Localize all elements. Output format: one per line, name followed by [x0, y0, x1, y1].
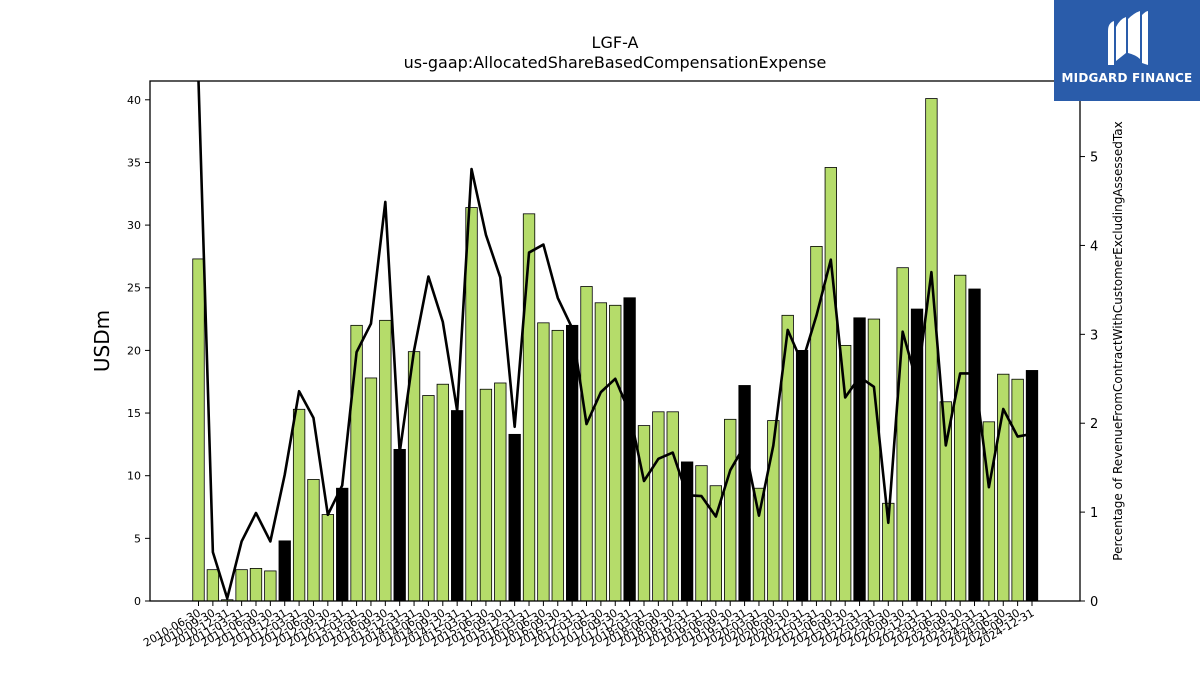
y2-tick-label: 1 — [1090, 506, 1098, 521]
bar-2018-06-30 — [652, 411, 665, 602]
chart-subtitle: us-gaap:AllocatedShareBasedCompensationE… — [404, 53, 827, 72]
bar-2011-12-31 — [278, 540, 291, 602]
bar-2011-03-31 — [235, 569, 248, 602]
bar-2013-12-31 — [393, 448, 406, 602]
y2-tick-label: 2 — [1090, 417, 1098, 432]
bar-2015-12-31 — [508, 433, 521, 602]
y-tick-label: 15 — [127, 407, 141, 420]
y2-axis-label: Percentage of RevenueFromContractWithCus… — [1111, 121, 1125, 560]
bar-2019-03-31 — [695, 465, 708, 602]
bar-2017-03-31 — [580, 286, 593, 602]
bar-2017-09-30 — [609, 304, 622, 602]
bar-2012-03-31 — [292, 408, 306, 602]
bar-2016-06-30 — [537, 322, 550, 602]
brand-logo: MIDGARD FINANCE — [1054, 0, 1200, 101]
y2-tick-label: 4 — [1090, 239, 1098, 254]
midgard-logo-icon — [1108, 11, 1148, 65]
y2-tick-label: 3 — [1090, 328, 1098, 343]
bar-2016-12-31 — [565, 324, 579, 602]
y2-axis-ticks: 0 1 2 3 4 5 — [1080, 151, 1098, 610]
y-tick-label: 5 — [134, 532, 141, 545]
bar-2012-12-31 — [336, 487, 349, 602]
bar-2016-09-30 — [551, 329, 564, 602]
bar-2020-12-31 — [795, 349, 809, 602]
ratio-line — [197, 80, 1033, 600]
bar-2015-09-30 — [494, 382, 507, 602]
y2-tick-label: 0 — [1090, 595, 1098, 610]
y-axis-ticks: 0 5 10 15 20 25 30 35 40 — [127, 94, 150, 608]
y-axis-label: USDm — [90, 310, 114, 372]
bar-2015-03-31 — [465, 207, 478, 602]
bar-2011-09-30 — [264, 570, 277, 602]
bar-series — [192, 98, 1039, 602]
bar-2013-09-30 — [379, 319, 392, 602]
bar-2023-09-30 — [954, 274, 967, 602]
bar-2022-03-31 — [867, 318, 881, 602]
bar-2014-12-31 — [451, 410, 464, 602]
y-tick-label: 0 — [134, 595, 141, 608]
line-series — [197, 80, 1033, 600]
bar-2014-09-30 — [436, 383, 449, 602]
bar-2012-06-30 — [307, 479, 320, 602]
bar-2012-09-30 — [321, 514, 334, 602]
bar-2019-09-30 — [724, 418, 737, 602]
bar-2010-09-30 — [206, 569, 220, 602]
y2-tick-label: 5 — [1090, 151, 1098, 166]
bar-2019-12-31 — [738, 385, 751, 602]
bar-2020-03-31 — [752, 487, 766, 602]
y-tick-label: 30 — [127, 219, 141, 232]
bar-2015-06-30 — [479, 388, 493, 602]
y-tick-label: 40 — [127, 94, 141, 107]
brand-name: MIDGARD FINANCE — [1061, 71, 1193, 85]
bar-2021-12-31 — [853, 317, 866, 602]
bar-2013-03-31 — [350, 324, 363, 602]
bar-2022-09-30 — [896, 267, 909, 602]
bar-2018-09-30 — [666, 411, 679, 602]
bar-2018-03-31 — [637, 425, 651, 602]
x-axis-ticks: 2010-06-302010-09-302010-12-312011-03-31… — [141, 601, 1037, 650]
bar-2014-03-31 — [407, 351, 421, 602]
bar-2021-06-30 — [824, 167, 837, 602]
bar-2024-12-31 — [1025, 370, 1039, 602]
bar-2016-03-31 — [522, 213, 536, 602]
bar-2010-06-30 — [192, 258, 205, 602]
bar-2017-12-31 — [623, 297, 636, 602]
bar-2024-09-30 — [1011, 378, 1024, 602]
bar-2021-09-30 — [839, 344, 852, 602]
bar-2023-12-31 — [968, 288, 981, 602]
bar-2011-06-30 — [249, 568, 263, 602]
plot-frame — [149, 80, 1081, 602]
bar-2014-06-30 — [422, 395, 435, 602]
bar-2023-03-31 — [925, 98, 938, 602]
bar-2017-06-30 — [594, 302, 608, 602]
y-tick-label: 10 — [127, 470, 141, 483]
chart-title: LGF-A — [592, 33, 639, 52]
y-tick-label: 20 — [127, 344, 141, 357]
y-tick-label: 35 — [127, 156, 141, 169]
bar-2013-06-30 — [364, 377, 378, 602]
y-tick-label: 25 — [127, 282, 141, 295]
